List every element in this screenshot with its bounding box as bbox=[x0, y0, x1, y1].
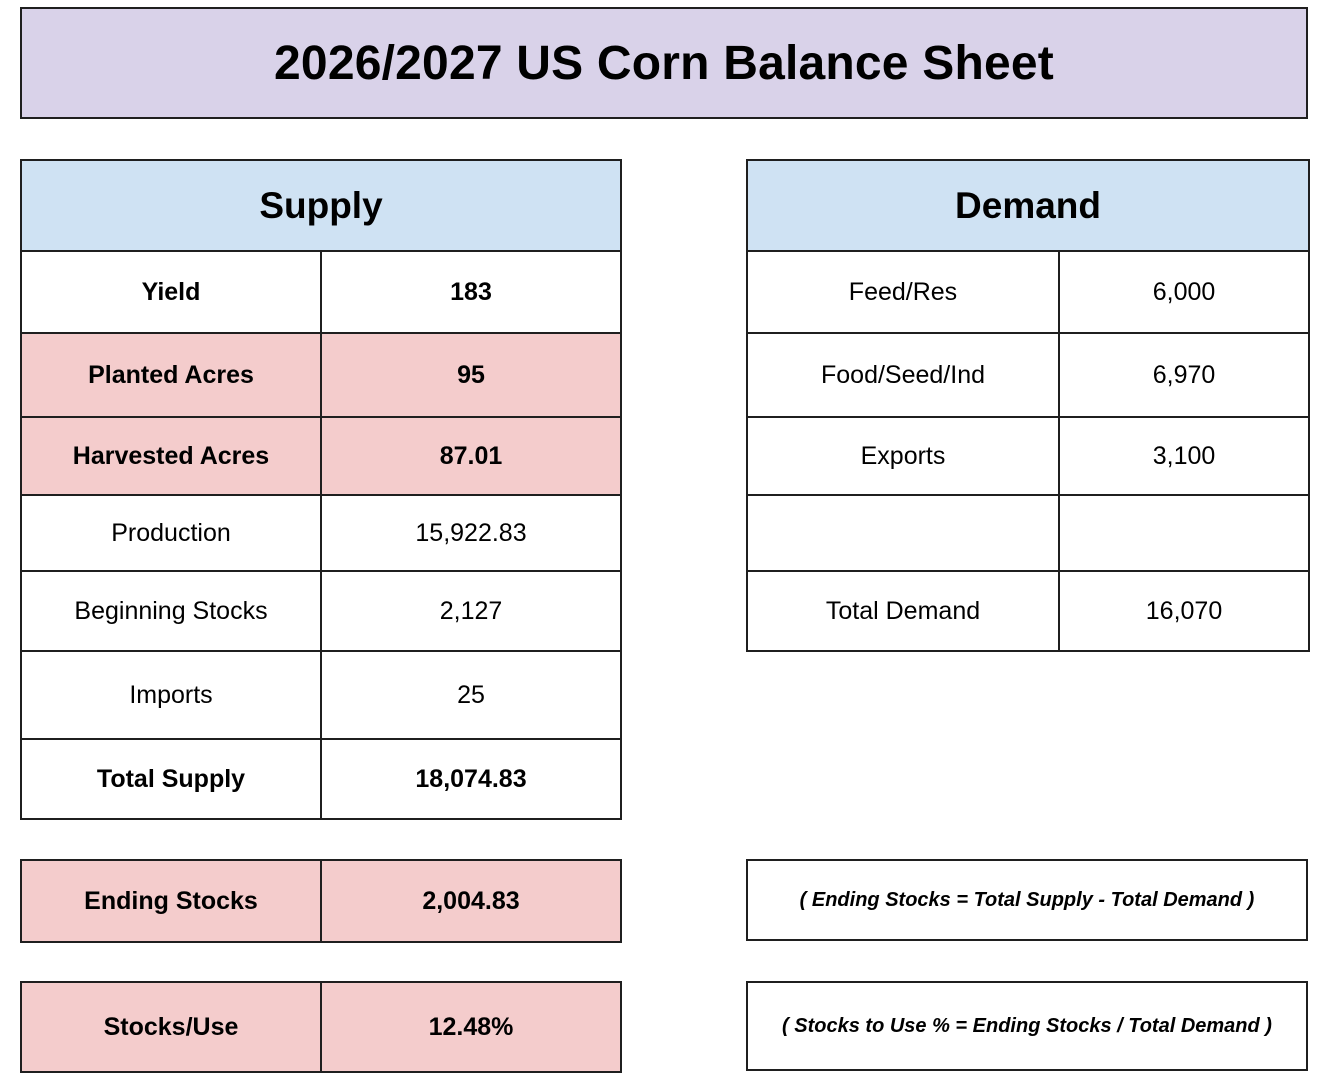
table-row: Total Supply 18,074.83 bbox=[20, 738, 622, 820]
page-title: 2026/2027 US Corn Balance Sheet bbox=[274, 36, 1054, 90]
stocks-use-formula-text: ( Stocks to Use % = Ending Stocks / Tota… bbox=[782, 1014, 1272, 1037]
supply-label-total-supply: Total Supply bbox=[20, 738, 322, 820]
table-row bbox=[746, 494, 1311, 572]
table-row: Planted Acres 95 bbox=[20, 332, 622, 418]
supply-label-beginning-stocks: Beginning Stocks bbox=[20, 570, 322, 652]
table-row: Yield 183 bbox=[20, 250, 622, 334]
demand-label-exports: Exports bbox=[746, 416, 1060, 496]
table-row: Ending Stocks 2,004.83 bbox=[20, 859, 622, 943]
supply-label-harvested-acres: Harvested Acres bbox=[20, 416, 322, 496]
table-row: Stocks/Use 12.48% bbox=[20, 981, 622, 1073]
demand-value-feed-res: 6,000 bbox=[1057, 250, 1311, 334]
supply-value-beginning-stocks: 2,127 bbox=[320, 570, 622, 652]
ending-stocks-label: Ending Stocks bbox=[20, 859, 322, 943]
supply-value-imports: 25 bbox=[320, 650, 622, 740]
demand-value-food-seed-ind: 6,970 bbox=[1057, 332, 1311, 418]
supply-header: Supply bbox=[20, 159, 622, 252]
table-row: Feed/Res 6,000 bbox=[746, 250, 1311, 334]
table-row: Total Demand 16,070 bbox=[746, 570, 1311, 652]
title-banner: 2026/2027 US Corn Balance Sheet bbox=[20, 7, 1308, 119]
demand-value-exports: 3,100 bbox=[1057, 416, 1311, 496]
stocks-use-value: 12.48% bbox=[320, 981, 622, 1073]
supply-label-imports: Imports bbox=[20, 650, 322, 740]
table-row: Exports 3,100 bbox=[746, 416, 1311, 496]
ending-stocks-table: Ending Stocks 2,004.83 bbox=[20, 859, 622, 943]
supply-value-production: 15,922.83 bbox=[320, 494, 622, 572]
ending-stocks-formula-note: ( Ending Stocks = Total Supply - Total D… bbox=[746, 859, 1308, 941]
table-row: Harvested Acres 87.01 bbox=[20, 416, 622, 496]
demand-label-empty bbox=[746, 494, 1060, 572]
ending-stocks-value: 2,004.83 bbox=[320, 859, 622, 943]
supply-value-harvested-acres: 87.01 bbox=[320, 416, 622, 496]
supply-label-planted-acres: Planted Acres bbox=[20, 332, 322, 418]
table-row: Beginning Stocks 2,127 bbox=[20, 570, 622, 652]
supply-value-planted-acres: 95 bbox=[320, 332, 622, 418]
supply-label-production: Production bbox=[20, 494, 322, 572]
supply-label-yield: Yield bbox=[20, 250, 322, 334]
supply-table: Supply Yield 183 Planted Acres 95 Harves… bbox=[20, 159, 622, 820]
stocks-use-formula-note: ( Stocks to Use % = Ending Stocks / Tota… bbox=[746, 981, 1308, 1071]
demand-label-total-demand: Total Demand bbox=[746, 570, 1060, 652]
table-row: Food/Seed/Ind 6,970 bbox=[746, 332, 1311, 418]
demand-label-food-seed-ind: Food/Seed/Ind bbox=[746, 332, 1060, 418]
supply-value-yield: 183 bbox=[320, 250, 622, 334]
table-row: Imports 25 bbox=[20, 650, 622, 740]
demand-label-feed-res: Feed/Res bbox=[746, 250, 1060, 334]
demand-header: Demand bbox=[745, 159, 1311, 252]
demand-table: Demand Feed/Res 6,000 Food/Seed/Ind 6,97… bbox=[745, 159, 1311, 652]
demand-value-total-demand: 16,070 bbox=[1057, 570, 1311, 652]
supply-value-total-supply: 18,074.83 bbox=[320, 738, 622, 820]
table-row: Production 15,922.83 bbox=[20, 494, 622, 572]
stocks-use-label: Stocks/Use bbox=[20, 981, 322, 1073]
ending-stocks-formula-text: ( Ending Stocks = Total Supply - Total D… bbox=[799, 888, 1255, 911]
demand-value-empty bbox=[1057, 494, 1311, 572]
stocks-use-table: Stocks/Use 12.48% bbox=[20, 981, 622, 1073]
